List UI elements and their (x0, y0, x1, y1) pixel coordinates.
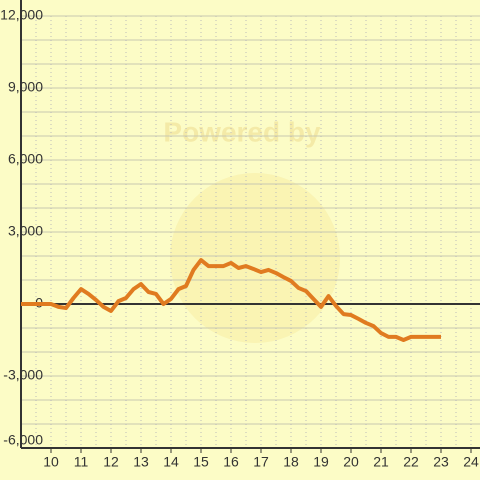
x-tick-label: 24 (463, 454, 479, 470)
y-tick-label: -3,000 (3, 367, 43, 383)
x-tick-label: 14 (163, 454, 179, 470)
x-tick-label: 21 (373, 454, 389, 470)
watermark-logo (170, 173, 340, 343)
x-tick-label: 16 (223, 454, 239, 470)
x-tick-label: 18 (283, 454, 299, 470)
y-tick-label: 6,000 (8, 151, 43, 167)
watermark: Powered by (163, 116, 321, 147)
x-tick-label: 22 (403, 454, 419, 470)
y-tick-label: 9,000 (8, 79, 43, 95)
x-tick-label: 13 (133, 454, 149, 470)
x-tick-label: 15 (193, 454, 209, 470)
data-line (21, 258, 441, 342)
x-tick-label: 17 (253, 454, 269, 470)
x-tick-label: 12 (103, 454, 119, 470)
y-tick-label: 3,000 (8, 223, 43, 239)
y-tick-label: -6,000 (3, 432, 43, 448)
x-tick-label: 10 (43, 454, 59, 470)
x-tick-label: 19 (313, 454, 329, 470)
x-tick-label: 23 (433, 454, 449, 470)
x-tick-label: 20 (343, 454, 359, 470)
x-tick-label: 11 (74, 454, 89, 470)
